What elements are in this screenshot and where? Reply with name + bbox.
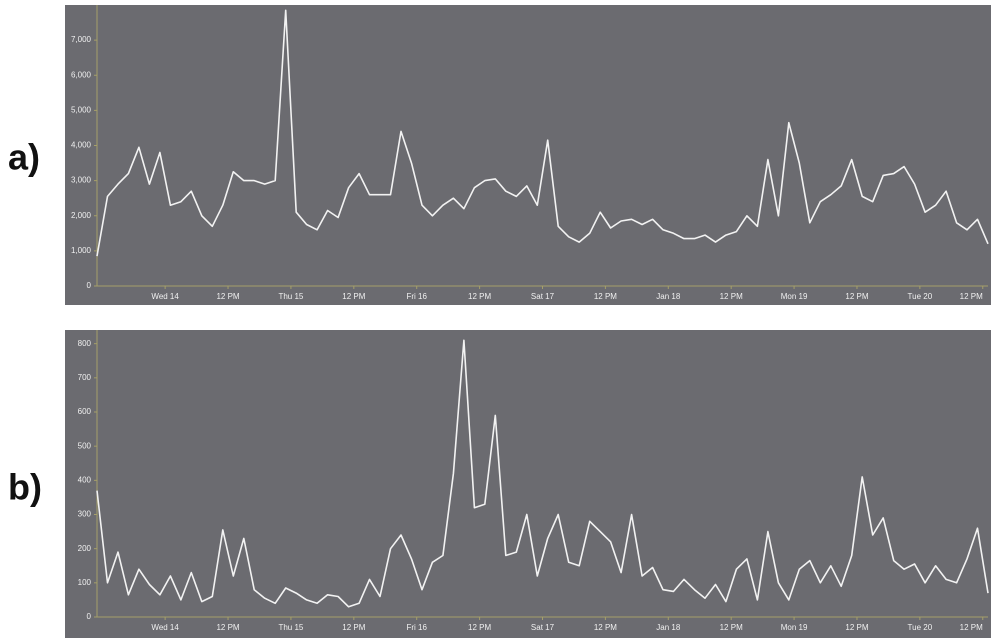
x-tick-label: Jan 18 <box>656 623 681 632</box>
y-tick-label: 6,000 <box>71 70 92 79</box>
y-tick-label: 7,000 <box>71 35 92 44</box>
y-tick-label: 300 <box>78 510 92 519</box>
x-tick-label: 12 PM <box>845 623 868 632</box>
y-tick-label: 5,000 <box>71 105 92 114</box>
x-tick-label: Mon 19 <box>781 623 808 632</box>
x-tick-label: Jan 18 <box>656 292 681 301</box>
x-tick-label: Thu 15 <box>278 623 303 632</box>
x-tick-label: Sat 17 <box>531 292 555 301</box>
panel-background <box>65 330 991 638</box>
x-tick-label: 12 PM <box>720 292 743 301</box>
x-tick-label: Sat 17 <box>531 623 555 632</box>
x-tick-label: 12 PM <box>216 292 239 301</box>
y-tick-label: 600 <box>78 407 92 416</box>
x-tick-label: 12 PM <box>960 623 983 632</box>
y-tick-label: 3,000 <box>71 176 92 185</box>
y-tick-label: 0 <box>87 281 92 290</box>
x-tick-label: Tue 20 <box>908 623 933 632</box>
x-tick-label: Wed 14 <box>151 292 179 301</box>
y-tick-label: 4,000 <box>71 141 92 150</box>
x-tick-label: 12 PM <box>594 292 617 301</box>
y-tick-label: 1,000 <box>71 246 92 255</box>
x-tick-label: 12 PM <box>468 623 491 632</box>
y-tick-label: 2,000 <box>71 211 92 220</box>
panel-label: b) <box>8 467 42 508</box>
x-tick-label: Wed 14 <box>151 623 179 632</box>
x-tick-label: Tue 20 <box>908 292 933 301</box>
x-tick-label: Mon 19 <box>781 292 808 301</box>
panel-background <box>65 5 991 305</box>
x-tick-label: 12 PM <box>960 292 983 301</box>
y-tick-label: 100 <box>78 578 92 587</box>
y-tick-label: 400 <box>78 475 92 484</box>
x-tick-label: Fri 16 <box>406 623 427 632</box>
x-tick-label: Thu 15 <box>278 292 303 301</box>
y-tick-label: 700 <box>78 373 92 382</box>
x-tick-label: 12 PM <box>594 623 617 632</box>
x-tick-label: 12 PM <box>720 623 743 632</box>
x-tick-label: 12 PM <box>342 623 365 632</box>
x-tick-label: 12 PM <box>845 292 868 301</box>
y-tick-label: 800 <box>78 339 92 348</box>
x-tick-label: 12 PM <box>342 292 365 301</box>
x-tick-label: Fri 16 <box>406 292 427 301</box>
x-tick-label: 12 PM <box>468 292 491 301</box>
y-tick-label: 200 <box>78 544 92 553</box>
data-line <box>96 9 989 257</box>
x-tick-label: 12 PM <box>216 623 239 632</box>
data-line <box>96 339 989 608</box>
panel-label: a) <box>8 137 40 178</box>
y-tick-label: 500 <box>78 441 92 450</box>
y-tick-label: 0 <box>87 612 92 621</box>
